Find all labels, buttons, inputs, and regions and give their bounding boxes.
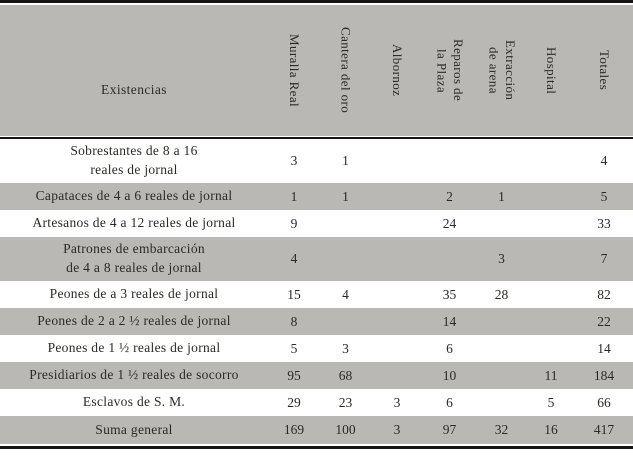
- table-cell: 66: [597, 394, 611, 410]
- table-header: Existencias Muralla Real Cantera del oro…: [0, 5, 633, 136]
- table-cell: 32: [494, 422, 509, 437]
- table-cell: 2: [446, 188, 453, 204]
- table-cell: 417: [593, 422, 615, 437]
- table-row-patrones: Patrones de embarcación de 4 a 8 reales …: [0, 237, 633, 281]
- table-cell: 68: [338, 367, 353, 383]
- column-header-label: Muralla Real: [287, 33, 303, 108]
- row-label: Artesanos de 4 a 12 reales de jornal: [32, 215, 236, 231]
- table-cell: 28: [494, 286, 509, 302]
- row-label: Peones de a 3 reales de jornal: [49, 286, 219, 302]
- table-row-sobrestantes: Sobrestantes de 8 a 16 reales de jornal …: [0, 139, 633, 183]
- table-row-peones-1: Peones de 1 ½ reales de jornal 5 3 6 14: [0, 335, 633, 362]
- table-row-peones-2: Peones de 2 a 2 ½ reales de jornal 8 14 …: [0, 308, 633, 335]
- table-row-presidiarios: Presidiarios de 1 ½ reales de socorro 95…: [0, 362, 633, 389]
- table-cell: 5: [290, 340, 298, 356]
- table-cell: 4: [290, 251, 298, 266]
- table-cell: 8: [290, 313, 298, 329]
- table-row-peones-3: Peones de a 3 reales de jornal 15 4 35 2…: [0, 281, 633, 308]
- row-label: Peones de 1 ½ reales de jornal: [47, 340, 221, 356]
- header-divider-rule: [0, 137, 633, 139]
- table-cell: 184: [593, 367, 615, 383]
- column-header-extraccion-arena: Extracción de arena: [476, 5, 527, 136]
- table-cell: 24: [442, 215, 457, 231]
- table-cell: 100: [335, 422, 356, 437]
- table-cell: 23: [338, 394, 353, 410]
- column-header-totales: Totales: [575, 5, 633, 136]
- table-cell: 3: [290, 153, 298, 168]
- row-label: Suma general: [95, 421, 173, 437]
- column-header-label: Reparos de la Plaza: [434, 39, 466, 102]
- column-header-label: Cantera del oro: [338, 27, 354, 114]
- table-cell: 4: [600, 153, 608, 168]
- column-header-label: Albornoz: [390, 44, 406, 97]
- table-row-esclavos: Esclavos de S. M. 29 23 3 6 5 66: [0, 389, 633, 416]
- table-cell: 3: [393, 394, 401, 410]
- row-label: Sobrestantes de 8 a 16 reales de jornal: [70, 143, 198, 177]
- column-header-hospital: Hospital: [527, 5, 575, 136]
- table-cell: 22: [597, 313, 611, 329]
- table-cell: 11: [544, 367, 558, 383]
- table-cell: 97: [442, 422, 457, 437]
- row-label: Esclavos de S. M.: [82, 394, 186, 410]
- table-cell: 5: [547, 394, 555, 410]
- existencias-label: Existencias: [101, 81, 167, 97]
- row-label: Presidiarios de 1 ½ reales de socorro: [29, 367, 239, 383]
- table-cell: 95: [287, 367, 301, 383]
- table-cell: 10: [442, 367, 457, 383]
- table-cell: 9: [290, 215, 298, 231]
- column-header-label: Hospital: [544, 46, 560, 95]
- top-rule: [0, 0, 633, 3]
- table-row-capataces: Capataces de 4 a 6 reales de jornal 1 1 …: [0, 183, 633, 210]
- table-cell: 1: [290, 188, 298, 204]
- column-header-reparos-plaza: Reparos de la Plaza: [423, 5, 476, 136]
- table-cell: 1: [498, 188, 505, 204]
- table-cell: 6: [446, 394, 453, 410]
- table-cell: 33: [597, 215, 611, 231]
- column-header-label: Extracción de arena: [486, 40, 518, 101]
- bottom-rule: [0, 446, 633, 449]
- column-header-cantera-del-oro: Cantera del oro: [320, 5, 371, 136]
- table-cell: 3: [342, 340, 349, 356]
- row-label: Capataces de 4 a 6 reales de jornal: [35, 188, 233, 204]
- table-cell: 29: [287, 394, 301, 410]
- table-cell: 35: [442, 286, 457, 302]
- table-cell: 5: [600, 188, 608, 204]
- row-label: Peones de 2 a 2 ½ reales de jornal: [37, 313, 231, 329]
- table-cell: 15: [287, 286, 301, 302]
- table-cell: 82: [597, 286, 611, 302]
- table-cell: 3: [393, 422, 401, 437]
- table-cell: 169: [283, 422, 305, 437]
- column-header-label: Totales: [597, 50, 613, 91]
- table-cell: 4: [342, 286, 349, 302]
- table-cell: 14: [442, 313, 457, 329]
- table-cell: 7: [600, 251, 608, 266]
- table-row-artesanos: Artesanos de 4 a 12 reales de jornal 9 2…: [0, 210, 633, 237]
- column-header-albornoz: Albornoz: [371, 5, 423, 136]
- column-header-muralla-real: Muralla Real: [268, 5, 320, 136]
- table-cell: 3: [498, 251, 505, 266]
- table-cell: 1: [342, 153, 349, 168]
- table-cell: 14: [597, 340, 611, 356]
- row-label: Patrones de embarcación de 4 a 8 reales …: [63, 241, 205, 275]
- table-row-suma-general: Suma general 169 100 3 97 32 16 417: [0, 416, 633, 444]
- table-cell: 16: [544, 422, 558, 437]
- table-cell: 1: [342, 188, 349, 204]
- table-cell: 6: [446, 340, 453, 356]
- table-body: Sobrestantes de 8 a 16 reales de jornal …: [0, 139, 633, 444]
